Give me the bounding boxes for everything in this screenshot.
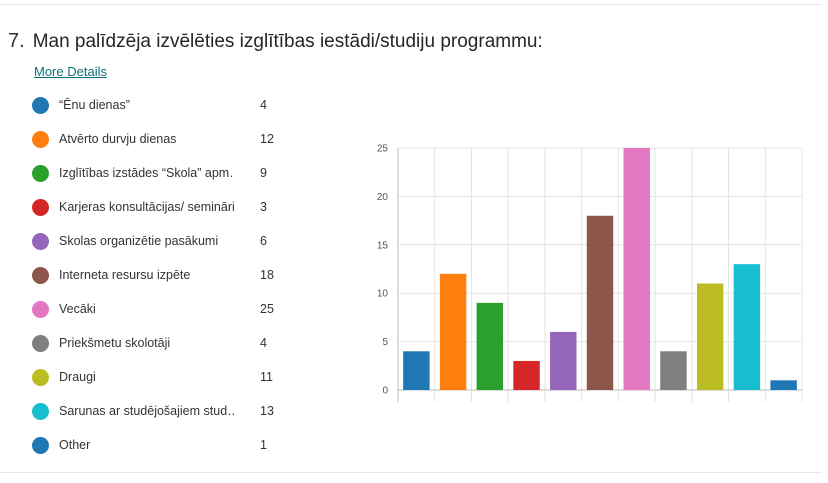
legend-item: Atvērto durvju dienas 12	[32, 122, 282, 156]
top-divider	[0, 4, 822, 5]
y-tick-label: 20	[377, 192, 389, 203]
bar	[439, 273, 467, 390]
legend-dot	[32, 436, 49, 454]
bar	[770, 380, 797, 390]
bar-chart: 0 5 10 15 20 25	[377, 144, 803, 402]
legend-label: Interneta resursu izpēte	[59, 268, 191, 282]
legend-label: Priekšmetu skolotāji	[59, 336, 171, 350]
legend-count: 4	[260, 336, 267, 350]
legend-label: Atvērto durvju dienas	[59, 132, 177, 146]
legend-dot	[32, 130, 49, 148]
legend-dot	[32, 164, 49, 182]
bar	[550, 331, 577, 390]
legend-dot	[32, 96, 49, 114]
legend-dot	[32, 266, 49, 284]
y-tick-label: 0	[382, 386, 388, 397]
bar	[476, 302, 504, 390]
legend-label: Karjeras konsultācijas/ semināri	[59, 200, 234, 214]
legend-dot	[32, 334, 49, 352]
legend-count: 6	[260, 234, 267, 248]
bar	[696, 283, 724, 390]
legend-item: Vecāki 25	[32, 292, 282, 326]
bar	[623, 148, 650, 390]
legend-dot	[32, 402, 49, 420]
bar	[660, 351, 687, 390]
legend-item: Sarunas ar studējošajiem stud… 13	[32, 394, 282, 428]
y-tick-label: 5	[382, 337, 388, 348]
y-tick-label: 25	[377, 144, 389, 155]
more-details-link[interactable]: More Details	[34, 64, 107, 79]
bar	[403, 351, 430, 390]
legend-count: 9	[260, 166, 267, 180]
bar	[513, 360, 540, 390]
legend-count: 4	[260, 98, 267, 112]
legend-label: “Ēnu dienas”	[59, 98, 130, 112]
legend-count: 13	[260, 404, 274, 418]
legend-item: Skolas organizētie pasākumi 6	[32, 224, 282, 258]
legend-dot	[32, 198, 49, 216]
legend-item: Karjeras konsultācijas/ semināri 3	[32, 190, 282, 224]
legend-label: Skolas organizētie pasākumi	[59, 234, 219, 248]
bottom-divider	[0, 472, 822, 473]
legend-label: Sarunas ar studējošajiem stud…	[59, 404, 234, 418]
legend-label: Other	[59, 438, 91, 452]
legend-count: 12	[260, 132, 274, 146]
legend-count: 25	[260, 302, 274, 316]
legend-label: Izglītības izstādes “Skola” apm…	[59, 166, 234, 180]
legend-dot	[32, 368, 49, 386]
bar	[586, 215, 614, 390]
legend-item: Interneta resursu izpēte 18	[32, 258, 282, 292]
legend-item: Other 1	[32, 428, 282, 462]
legend-count: 1	[260, 438, 267, 452]
legend-dot	[32, 232, 49, 250]
bar	[733, 264, 761, 390]
question-title: Man palīdzēja izvēlēties izglītības iest…	[32, 31, 543, 52]
legend-item: Izglītības izstādes “Skola” apm… 9	[32, 156, 282, 190]
legend-label: Draugi	[59, 370, 96, 384]
legend-count: 11	[260, 370, 273, 384]
legend-count: 3	[260, 200, 267, 214]
question-number: 7.	[8, 30, 25, 52]
legend-item: Priekšmetu skolotāji 4	[32, 326, 282, 360]
legend-label: Vecāki	[59, 302, 96, 316]
legend-item: “Ēnu dienas” 4	[32, 88, 282, 122]
legend-count: 18	[260, 268, 274, 282]
legend-dot	[32, 300, 49, 318]
y-tick-label: 10	[377, 289, 389, 300]
y-tick-label: 15	[377, 240, 389, 251]
legend: “Ēnu dienas” 4 Atvērto durvju dienas 12 …	[32, 88, 282, 462]
question-header: 7. Man palīdzēja izvēlēties izglītības i…	[8, 30, 543, 53]
legend-item: Draugi 11	[32, 360, 282, 394]
